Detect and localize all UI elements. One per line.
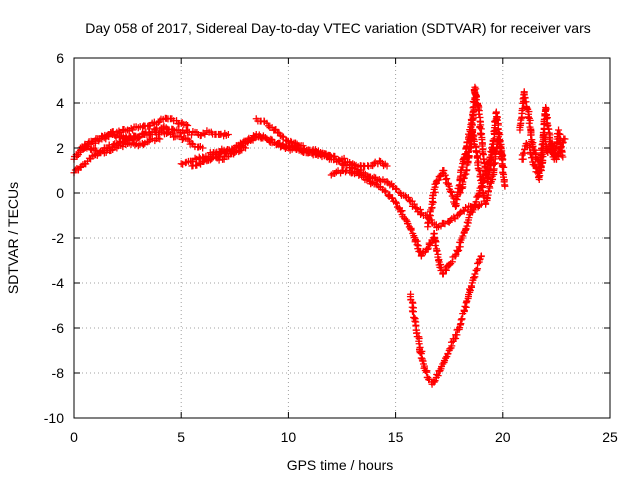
y-tick-label: 4: [56, 95, 64, 111]
y-tick-label: 2: [56, 140, 64, 156]
data-point: [501, 183, 508, 190]
y-tick-label: -8: [52, 365, 65, 381]
data-point-fill: [412, 319, 422, 345]
x-tick-label: 10: [281, 429, 297, 445]
series-arc17: [519, 131, 569, 183]
data-points: [71, 84, 569, 388]
data-point-fill: [440, 167, 452, 188]
y-tick-label: 0: [56, 185, 64, 201]
x-tick-label: 20: [495, 429, 511, 445]
x-tick-label: 0: [70, 429, 78, 445]
y-tick-label: -4: [52, 275, 65, 291]
y-tick-label: -6: [52, 320, 65, 336]
series-arc6: [188, 131, 313, 170]
data-point: [482, 201, 489, 208]
data-point: [156, 136, 163, 143]
sdtvar-chart: Day 058 of 2017, Sidereal Day-to-day VTE…: [0, 0, 640, 480]
x-axis-ticks: 0 5 10 15 20 25: [70, 58, 618, 445]
data-point-fill: [431, 234, 442, 263]
x-tick-label: 15: [388, 429, 404, 445]
data-point-fill: [453, 316, 464, 338]
x-tick-label: 25: [602, 429, 618, 445]
data-point-fill: [416, 344, 427, 365]
y-tick-label: -2: [52, 230, 65, 246]
x-tick-label: 5: [177, 429, 185, 445]
data-point-fill: [459, 219, 471, 240]
data-point-fill: [429, 180, 440, 206]
data-point: [403, 217, 410, 224]
data-point-fill: [465, 273, 478, 298]
data-point-fill: [452, 236, 464, 257]
data-point-fill: [458, 295, 471, 322]
y-tick-label: -10: [44, 410, 64, 426]
data-point-fill: [410, 232, 420, 245]
y-tick-label: 6: [56, 50, 64, 66]
y-axis-label: SDTVAR / TECUs: [5, 182, 21, 294]
chart-title: Day 058 of 2017, Sidereal Day-to-day VTE…: [85, 20, 591, 36]
x-axis-label: GPS time / hours: [287, 457, 394, 473]
data-point-fill: [407, 293, 419, 322]
